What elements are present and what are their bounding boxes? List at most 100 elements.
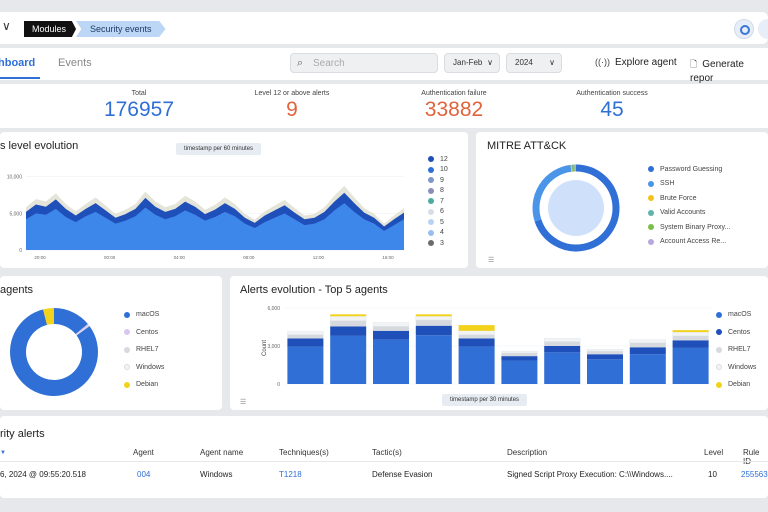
bar-segment xyxy=(501,360,538,384)
col-header-description[interactable]: Description xyxy=(507,448,548,457)
kpi-auth-success[interactable]: Authentication success 45 xyxy=(547,90,677,122)
kpi-total[interactable]: Total 176957 xyxy=(74,90,204,122)
legend-label: 4 xyxy=(440,229,444,237)
bar-segment xyxy=(415,314,452,317)
legend-swatch xyxy=(716,364,722,371)
legend-item[interactable]: Windows xyxy=(716,359,756,377)
legend-item[interactable]: 5 xyxy=(428,217,448,228)
chevron-down-icon[interactable]: ∨ xyxy=(2,19,11,33)
legend-swatch xyxy=(716,329,722,336)
legend-item[interactable]: Debian xyxy=(716,376,756,394)
legend-swatch xyxy=(648,224,654,231)
x-tick-label: 08:00 xyxy=(243,255,255,260)
legend-item[interactable]: 3 xyxy=(428,238,448,249)
donut-center xyxy=(548,180,604,236)
x-tick-label: 04:00 xyxy=(174,255,186,260)
card-title: MITRE ATT&CK xyxy=(487,140,567,152)
legend-item[interactable]: Valid Accounts xyxy=(648,206,730,221)
bar-segment xyxy=(672,335,709,341)
kpi-value: 176957 xyxy=(103,98,175,121)
breadcrumb-security-events[interactable]: Security events xyxy=(76,21,166,37)
col-header-agent-name[interactable]: Agent name xyxy=(200,448,244,457)
legend-swatch xyxy=(428,177,434,184)
legend-item[interactable]: Centos xyxy=(716,324,756,342)
bar-segment xyxy=(672,330,709,333)
legend-label: System Binary Proxy... xyxy=(660,223,731,231)
bar-segment xyxy=(287,334,324,339)
kpi-level12[interactable]: Level 12 or above alerts 9 xyxy=(227,90,357,122)
col-header-techniques[interactable]: Techniques(s) xyxy=(279,448,329,457)
breadcrumb-modules[interactable]: Modules xyxy=(24,21,77,37)
year-select-value: 2024 xyxy=(515,58,533,67)
legend-item[interactable]: Account Access Re... xyxy=(648,235,730,250)
legend-item[interactable]: Brute Force xyxy=(648,191,730,206)
legend-swatch xyxy=(428,219,434,226)
legend-item[interactable]: 10 xyxy=(428,165,448,176)
bar-segment xyxy=(544,346,581,353)
month-select[interactable]: Jan-Feb ∨ xyxy=(444,53,500,73)
legend-item[interactable]: System Binary Proxy... xyxy=(648,220,730,235)
bar-segment xyxy=(330,335,367,384)
bar-segment xyxy=(373,330,409,340)
y-tick-label: 0 xyxy=(19,248,22,254)
kpi-label: Authentication success xyxy=(576,90,648,97)
legend-swatch xyxy=(428,229,434,236)
bar-segment xyxy=(329,316,367,321)
legend-label: Account Access Re... xyxy=(660,238,727,246)
col-header-tactics[interactable]: Tactic(s) xyxy=(372,448,402,457)
cell-agent-name: Windows xyxy=(200,470,233,479)
legend-label: SSH xyxy=(660,180,675,188)
legend-label: macOS xyxy=(136,311,160,319)
list-icon[interactable]: ☰ xyxy=(240,399,247,406)
cell-technique[interactable]: T1218 xyxy=(279,470,302,479)
legend-label: 7 xyxy=(440,197,444,205)
legend-item[interactable]: macOS xyxy=(124,306,164,324)
cell-agent[interactable]: 004 xyxy=(137,470,151,479)
donut-slice xyxy=(532,164,572,222)
kpi-auth-failure[interactable]: Authentication failure 33882 xyxy=(389,90,519,122)
legend-item[interactable]: SSH xyxy=(648,177,730,192)
area-chart: 10,000 5,000 0 20:00 00:00 04:00 08:00 12:00 16:… xyxy=(7,175,404,260)
legend-swatch xyxy=(124,346,130,353)
explore-agent-button[interactable]: ((·)) Explore agent xyxy=(595,57,677,68)
legend-item[interactable]: 12 xyxy=(428,154,448,165)
tab-dashboard[interactable]: hboard xyxy=(0,57,36,69)
refresh-button[interactable] xyxy=(734,19,754,39)
top5-legend: macOS Centos RHEL7 Windows Debian xyxy=(716,306,756,394)
kpi-value: 45 xyxy=(600,98,624,121)
user-avatar[interactable] xyxy=(758,19,768,39)
top5-card: Alerts evolution - Top 5 agents 6,000 3,0… xyxy=(230,276,768,410)
donut-slice xyxy=(75,323,89,335)
bar-segment xyxy=(330,320,367,327)
tab-events[interactable]: Events xyxy=(58,57,92,69)
radar-icon: ((·)) xyxy=(595,57,610,67)
legend-item[interactable]: 6 xyxy=(428,207,448,218)
legend-label: Valid Accounts xyxy=(660,209,706,217)
bar-segment xyxy=(415,316,453,321)
series-area-10 xyxy=(26,203,404,250)
legend-item[interactable]: 9 xyxy=(428,175,448,186)
legend-label: Brute Force xyxy=(660,194,697,202)
legend-item[interactable]: 7 xyxy=(428,196,448,207)
col-header-level[interactable]: Level xyxy=(704,448,724,457)
legend-item[interactable]: Centos xyxy=(124,324,164,342)
legend-item[interactable]: RHEL7 xyxy=(124,341,164,359)
agents-donut xyxy=(10,308,98,396)
legend-swatch xyxy=(124,381,130,388)
legend-item[interactable]: RHEL7 xyxy=(716,341,756,359)
list-icon[interactable]: ☰ xyxy=(488,257,495,264)
bar-segment xyxy=(501,352,538,357)
col-header-rule-id[interactable]: Rule ID xyxy=(743,448,760,466)
legend-item[interactable]: 4 xyxy=(428,228,448,239)
legend-item[interactable]: Windows xyxy=(124,359,164,377)
cell-rule-id[interactable]: 255563 xyxy=(741,470,768,479)
year-select[interactable]: 2024 ∨ xyxy=(506,53,562,73)
col-header-agent[interactable]: Agent xyxy=(133,448,154,457)
legend-item[interactable]: 8 xyxy=(428,186,448,197)
generate-report-button[interactable]: 🗋 Generate repor xyxy=(690,57,768,84)
legend-item[interactable]: macOS xyxy=(716,306,756,324)
legend-item[interactable]: Debian xyxy=(124,376,164,394)
legend-item[interactable]: Password Guessing xyxy=(648,162,730,177)
sort-icon[interactable]: ▼ xyxy=(0,450,6,456)
search-input[interactable]: ⌕ Search xyxy=(290,53,438,73)
